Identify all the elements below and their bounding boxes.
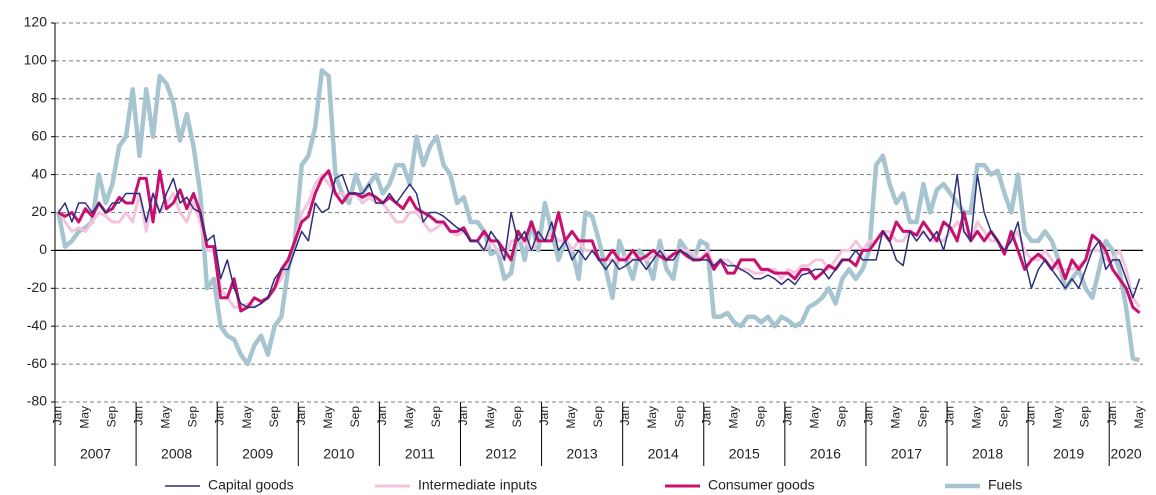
x-tick-label: Sep (997, 406, 1011, 428)
x-tick-label: Jan (943, 406, 957, 425)
year-label: 2008 (161, 446, 192, 462)
year-label: 2009 (242, 446, 273, 462)
year-label: 2016 (810, 446, 841, 462)
x-tick-label: May (483, 406, 497, 429)
x-tick-label: Sep (753, 406, 767, 428)
x-tick-label: May (889, 406, 903, 429)
x-tick-label: Sep (672, 406, 686, 428)
x-tick-label: Sep (591, 406, 605, 428)
year-label: 2010 (323, 446, 354, 462)
y-tick-label: 20 (31, 203, 47, 219)
x-tick-label: Jan (456, 406, 470, 425)
x-tick-label: Sep (510, 406, 524, 428)
legend-label: Fuels (988, 477, 1022, 493)
x-tick-label: May (726, 406, 740, 429)
y-tick-label: -20 (27, 279, 47, 295)
x-tick-label: Jan (1105, 406, 1119, 425)
x-tick-label: Jan (132, 406, 146, 425)
legend-label: Capital goods (208, 477, 294, 493)
x-tick-label: Jan (294, 406, 308, 425)
y-tick-label: 60 (31, 127, 47, 143)
x-tick-label: May (1051, 406, 1065, 429)
x-tick-label: Jan (699, 406, 713, 425)
x-tick-label: Jan (213, 406, 227, 425)
x-tick-label: Jan (780, 406, 794, 425)
x-tick-label: Jan (618, 406, 632, 425)
x-tick-label: Sep (834, 406, 848, 428)
year-label: 2011 (405, 446, 435, 462)
y-tick-label: 0 (39, 241, 47, 257)
x-tick-label: Sep (105, 406, 119, 428)
year-label: 2019 (1053, 446, 1084, 462)
legend-label: Consumer goods (708, 477, 815, 493)
x-tick-label: May (402, 406, 416, 429)
year-label: 2015 (729, 446, 760, 462)
x-tick-label: Jan (375, 406, 389, 425)
y-tick-label: -60 (27, 355, 47, 371)
x-tick-label: Sep (267, 406, 281, 428)
x-tick-label: May (970, 406, 984, 429)
year-label: 2014 (648, 446, 679, 462)
year-label: 2017 (891, 446, 922, 462)
year-label: 2020 (1111, 446, 1142, 462)
x-tick-label: Sep (186, 406, 200, 428)
y-tick-label: 40 (31, 165, 47, 181)
year-label: 2013 (567, 446, 598, 462)
x-tick-label: Jan (1024, 406, 1038, 425)
x-tick-label: May (240, 406, 254, 429)
series-line (57, 173, 1141, 309)
x-tick-label: Sep (348, 406, 362, 428)
y-tick-label: 80 (31, 90, 47, 106)
x-tick-label: May (645, 406, 659, 429)
x-tick-label: Sep (916, 406, 930, 428)
legend-label: Intermediate inputs (418, 477, 537, 493)
x-tick-label: Sep (1078, 406, 1092, 428)
y-tick-label: 100 (24, 52, 48, 68)
y-tick-label: -80 (27, 393, 47, 409)
x-tick-label: May (564, 406, 578, 429)
year-label: 2018 (972, 446, 1003, 462)
x-tick-label: Sep (429, 406, 443, 428)
x-tick-label: May (78, 406, 92, 429)
year-label: 2007 (80, 446, 111, 462)
y-tick-label: -40 (27, 317, 47, 333)
x-tick-label: May (321, 406, 335, 429)
x-tick-label: May (1132, 406, 1146, 429)
y-tick-label: 120 (24, 14, 48, 30)
x-tick-label: May (807, 406, 821, 429)
series-line (56, 68, 1141, 367)
x-tick-label: Jan (51, 406, 65, 425)
x-tick-label: Jan (537, 406, 551, 425)
x-tick-label: May (159, 406, 173, 429)
year-label: 2012 (485, 446, 516, 462)
x-tick-label: Jan (861, 406, 875, 425)
